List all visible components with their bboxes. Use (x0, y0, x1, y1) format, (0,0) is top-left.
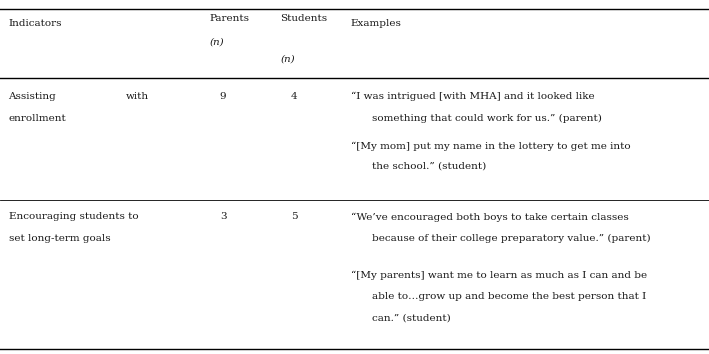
Text: the school.” (student): the school.” (student) (372, 161, 486, 170)
Text: can.” (student): can.” (student) (372, 313, 451, 322)
Text: Parents: Parents (209, 14, 249, 23)
Text: Students: Students (280, 14, 327, 23)
Text: 5: 5 (291, 212, 297, 221)
Text: Encouraging students to: Encouraging students to (9, 212, 138, 221)
Text: because of their college preparatory value.” (parent): because of their college preparatory val… (372, 234, 651, 243)
Text: 4: 4 (291, 92, 297, 101)
Text: able to…grow up and become the best person that I: able to…grow up and become the best pers… (372, 292, 647, 301)
Text: 3: 3 (220, 212, 226, 221)
Text: “We’ve encouraged both boys to take certain classes: “We’ve encouraged both boys to take cert… (351, 212, 629, 222)
Text: enrollment: enrollment (9, 114, 66, 123)
Text: Assisting: Assisting (9, 92, 56, 101)
Text: “[My mom] put my name in the lottery to get me into: “[My mom] put my name in the lottery to … (351, 142, 630, 151)
Text: Examples: Examples (351, 19, 402, 28)
Text: 9: 9 (220, 92, 226, 101)
Text: “[My parents] want me to learn as much as I can and be: “[My parents] want me to learn as much a… (351, 271, 647, 280)
Text: (n): (n) (209, 37, 224, 46)
Text: with: with (125, 92, 149, 101)
Text: (n): (n) (280, 55, 295, 64)
Text: something that could work for us.” (parent): something that could work for us.” (pare… (372, 114, 602, 123)
Text: set long-term goals: set long-term goals (9, 234, 110, 242)
Text: “I was intrigued [with MHA] and it looked like: “I was intrigued [with MHA] and it looke… (351, 92, 595, 101)
Text: Indicators: Indicators (9, 19, 62, 28)
